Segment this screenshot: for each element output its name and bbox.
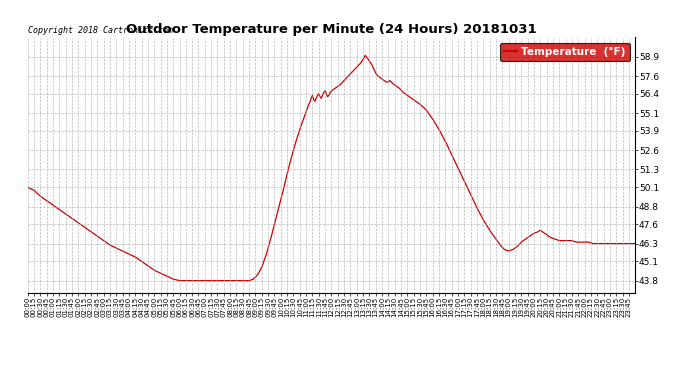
Title: Outdoor Temperature per Minute (24 Hours) 20181031: Outdoor Temperature per Minute (24 Hours… <box>126 23 537 36</box>
Text: Copyright 2018 Cartronics.com: Copyright 2018 Cartronics.com <box>28 26 172 35</box>
Legend: Temperature  (°F): Temperature (°F) <box>500 43 629 61</box>
